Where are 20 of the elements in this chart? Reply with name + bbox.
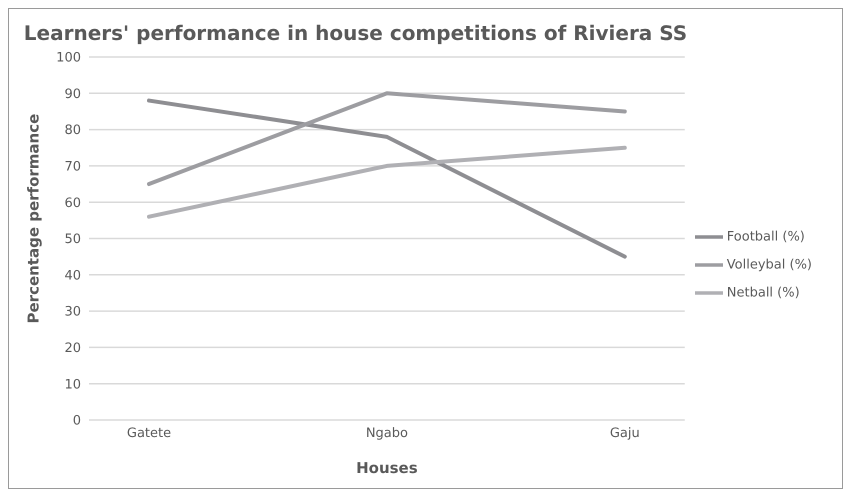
y-tick-label: 0: [72, 414, 81, 429]
x-tick-label: Ngabo: [366, 426, 408, 442]
y-tick-label: 40: [64, 268, 81, 284]
x-tick-label: Gaju: [610, 426, 640, 442]
y-axis-title: Percentage performance: [24, 114, 42, 324]
y-tick-label: 70: [64, 160, 81, 175]
chart-title: Learners' performance in house competitions of Riviera SS: [22, 21, 688, 45]
y-tick-label: 100: [56, 50, 81, 66]
x-axis-title: Houses: [356, 459, 418, 477]
legend-label: Football (%): [726, 230, 805, 245]
x-tick-label: Gatete: [126, 426, 172, 442]
legend-label: Volleybal (%): [726, 258, 812, 273]
y-tick-label: 80: [64, 123, 81, 138]
y-tick-label: 20: [64, 341, 81, 356]
y-tick-label: 30: [64, 304, 81, 320]
y-tick-label: 10: [64, 377, 81, 392]
legend-label: Netball (%): [726, 286, 800, 301]
y-tick-label: 90: [64, 86, 81, 102]
y-tick-label: 60: [64, 196, 81, 211]
y-tick-label: 50: [64, 232, 81, 248]
